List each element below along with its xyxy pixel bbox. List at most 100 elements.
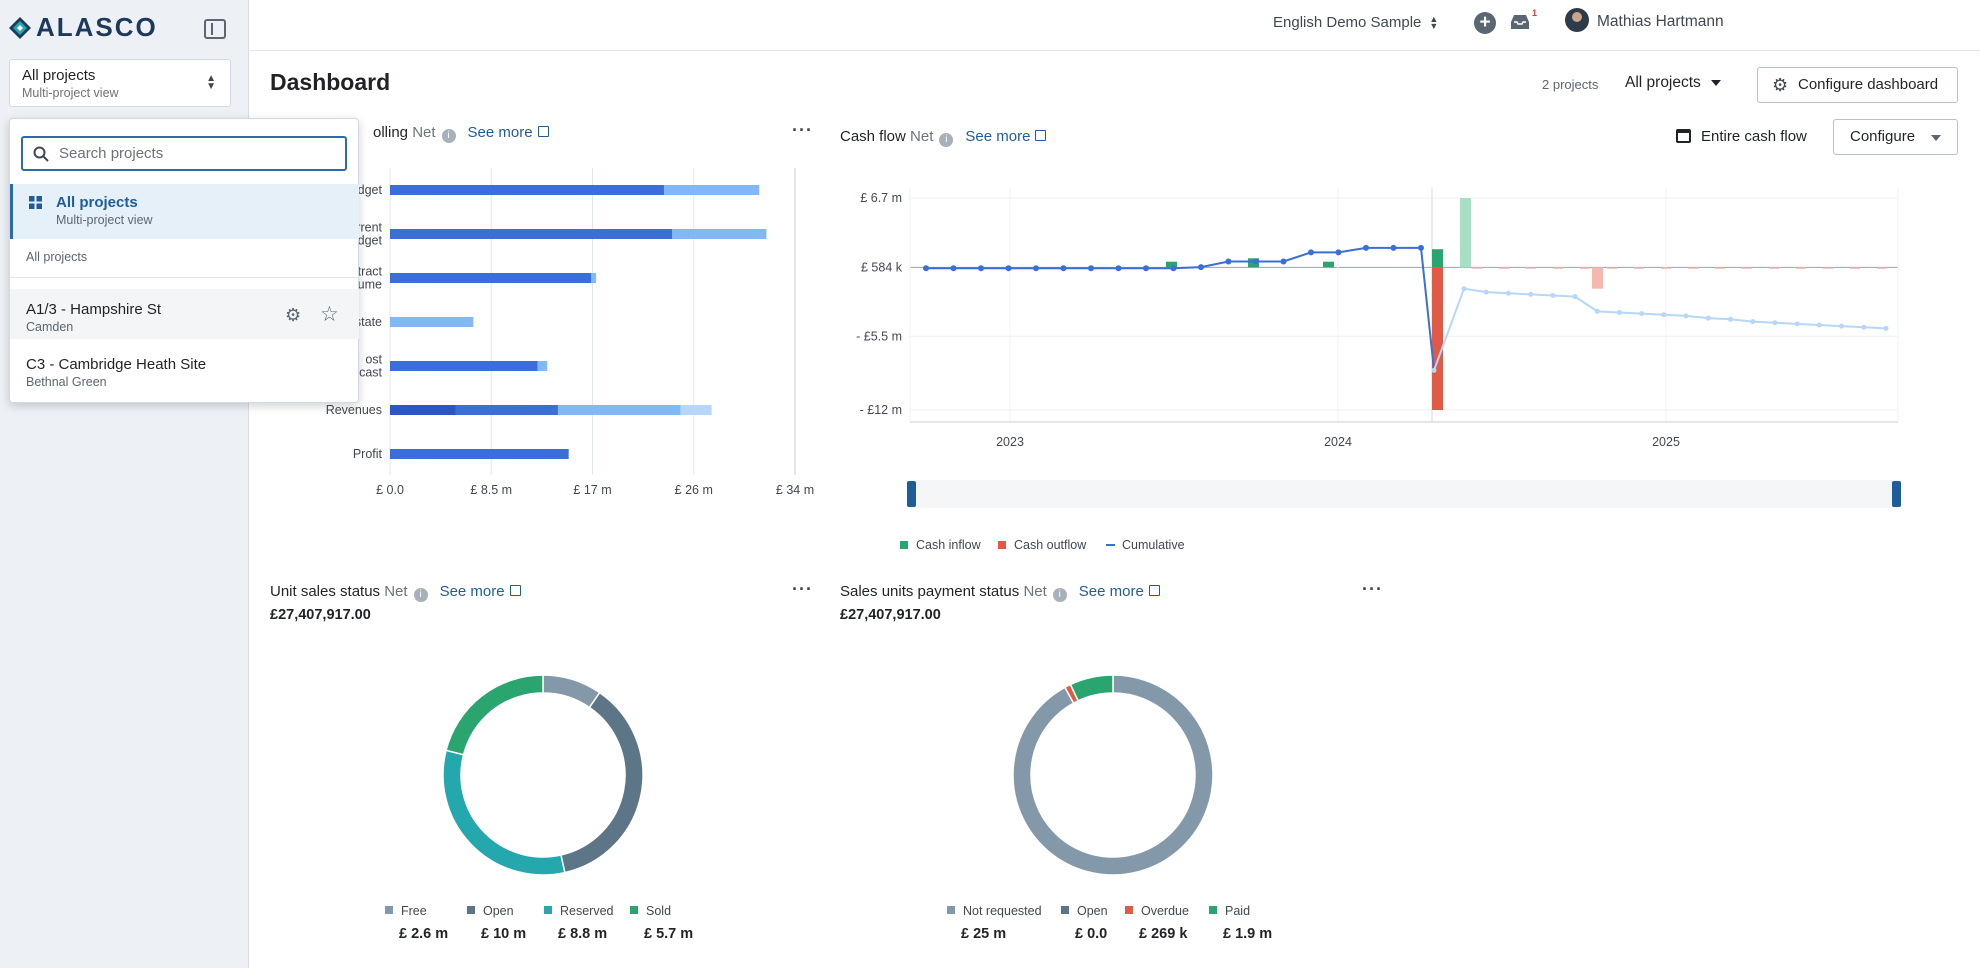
projected-point[interactable] [1550, 292, 1556, 298]
donut-slice[interactable] [542, 674, 601, 709]
demo-selector[interactable]: English Demo Sample ▲ ▼ [1273, 14, 1438, 31]
see-more-link[interactable]: See more [965, 128, 1047, 145]
bar-segment[interactable] [390, 229, 673, 239]
projected-point[interactable] [1594, 308, 1600, 314]
bar-segment[interactable] [390, 405, 456, 415]
cash-outflow-bar[interactable] [1580, 267, 1590, 269]
projected-point[interactable] [1505, 290, 1511, 296]
cumulative-point[interactable] [1308, 249, 1314, 256]
cash-outflow-bar[interactable] [1472, 267, 1482, 269]
cash-outflow-bar[interactable] [1661, 267, 1671, 269]
see-more-link[interactable]: See more [440, 583, 521, 600]
cash-outflow-bar[interactable] [1877, 267, 1887, 269]
legend-label[interactable]: Paid [1225, 904, 1250, 918]
avatar[interactable] [1565, 8, 1589, 32]
legend-label[interactable]: Overdue [1141, 904, 1189, 918]
bar-segment[interactable] [591, 273, 597, 283]
logo[interactable]: ALASCO [8, 12, 158, 43]
legend-label[interactable]: Cash inflow [916, 538, 982, 552]
cumulative-point[interactable] [1253, 258, 1259, 265]
bar-segment[interactable] [663, 185, 760, 195]
search-input[interactable] [59, 145, 329, 162]
cash-inflow-bar[interactable] [1166, 261, 1177, 268]
legend-label[interactable]: Cash outflow [1014, 538, 1087, 552]
donut-slice[interactable] [442, 749, 566, 876]
see-more-link[interactable]: See more [468, 124, 549, 141]
projected-point[interactable] [1728, 316, 1734, 322]
cash-outflow-bar[interactable] [1607, 267, 1617, 269]
bar-segment[interactable] [390, 317, 474, 327]
projected-point[interactable] [1861, 324, 1867, 330]
cash-outflow-bar[interactable] [1688, 267, 1698, 269]
cash-inflow-bar[interactable] [1460, 198, 1471, 268]
donut-slice[interactable] [560, 691, 644, 874]
range-slider-track[interactable] [910, 480, 1898, 508]
projected-point[interactable] [1794, 321, 1800, 327]
bar-segment[interactable] [455, 405, 558, 415]
info-icon[interactable]: i [441, 129, 456, 143]
cumulative-point[interactable] [1143, 265, 1149, 272]
projected-point[interactable] [1883, 325, 1889, 331]
donut-slice[interactable] [1012, 674, 1214, 876]
info-icon[interactable]: i [413, 588, 428, 602]
dropdown-item-project[interactable]: C3 - Cambridge Heath Site Bethnal Green [10, 344, 359, 394]
projected-point[interactable] [1461, 286, 1467, 292]
cumulative-point[interactable] [1390, 244, 1397, 251]
projected-point[interactable] [1616, 310, 1622, 316]
projected-point[interactable] [1661, 312, 1667, 318]
cash-outflow-bar[interactable] [1769, 267, 1779, 269]
bar-segment[interactable] [390, 273, 592, 283]
legend-label[interactable]: Sold [646, 904, 671, 918]
projected-point[interactable] [1528, 291, 1534, 297]
projected-point[interactable] [1750, 319, 1756, 325]
cash-outflow-bar[interactable] [1823, 267, 1833, 269]
legend-label[interactable]: Reserved [560, 904, 614, 918]
inbox-icon[interactable] [1510, 13, 1530, 31]
add-icon[interactable]: + [1474, 12, 1496, 34]
projected-point[interactable] [1572, 294, 1578, 300]
range-slider-handle-left[interactable] [907, 481, 916, 507]
legend-label[interactable]: Open [483, 904, 514, 918]
cash-outflow-bar[interactable] [1634, 267, 1644, 269]
cumulative-point[interactable] [1363, 244, 1369, 251]
gear-icon[interactable]: ⚙ [285, 305, 302, 325]
configure-dashboard-button[interactable]: ⚙ Configure dashboard [1757, 67, 1958, 103]
cumulative-point[interactable] [1170, 265, 1177, 272]
projected-point[interactable] [1705, 315, 1711, 321]
cumulative-point[interactable] [950, 265, 957, 272]
cumulative-point[interactable] [1088, 265, 1094, 272]
cumulative-point[interactable] [1033, 265, 1039, 272]
sidebar-collapse-icon[interactable] [204, 19, 226, 39]
info-icon[interactable]: i [1052, 588, 1067, 602]
cumulative-point[interactable] [1115, 265, 1122, 272]
entire-cash-flow-button[interactable]: Entire cash flow [1676, 128, 1807, 145]
cumulative-point[interactable] [1225, 258, 1232, 265]
legend-label[interactable]: Cumulative [1122, 538, 1185, 552]
projected-point[interactable] [1816, 322, 1822, 328]
info-icon[interactable]: i [939, 133, 954, 147]
projected-point[interactable] [1483, 289, 1489, 295]
cumulative-point[interactable] [1280, 258, 1287, 265]
cash-outflow-bar[interactable] [1526, 267, 1536, 269]
cumulative-point[interactable] [1198, 264, 1204, 271]
cash-outflow-bar[interactable] [1715, 267, 1725, 269]
star-icon[interactable]: ☆ [320, 303, 339, 326]
cumulative-point[interactable] [1060, 265, 1067, 272]
legend-label[interactable]: Free [401, 904, 427, 918]
user-name[interactable]: Mathias Hartmann [1597, 13, 1724, 30]
projected-point[interactable] [1431, 367, 1437, 373]
more-options-icon[interactable]: ··· [1362, 579, 1383, 599]
dropdown-item-all-projects[interactable]: All projects Multi-project view [10, 184, 359, 239]
cash-outflow-bar[interactable] [1742, 267, 1752, 269]
cumulative-point[interactable] [1335, 249, 1342, 256]
cash-outflow-bar[interactable] [1850, 267, 1860, 269]
bar-segment[interactable] [390, 185, 664, 195]
donut-slice[interactable] [445, 674, 544, 756]
see-more-link[interactable]: See more [1079, 583, 1160, 600]
cash-outflow-bar[interactable] [1592, 267, 1603, 289]
cash-outflow-bar[interactable] [1796, 267, 1806, 269]
bar-segment[interactable] [672, 229, 767, 239]
legend-label[interactable]: Not requested [963, 904, 1042, 918]
projected-point[interactable] [1839, 323, 1845, 329]
projected-point[interactable] [1772, 320, 1778, 326]
